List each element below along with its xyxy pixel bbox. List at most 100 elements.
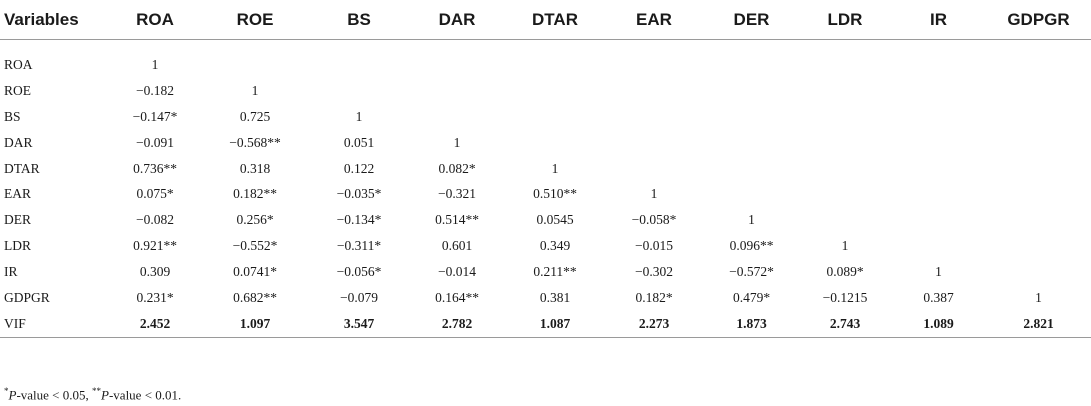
- table-cell: −0.015: [635, 238, 673, 254]
- row-label: DAR: [4, 134, 33, 150]
- table-cell: [891, 130, 986, 156]
- table-cell: −0.079: [340, 289, 378, 305]
- table-cell: 0.182*: [635, 289, 673, 305]
- table-row: BS −0.147* 0.725 1: [0, 104, 1091, 130]
- header-roe: ROE: [200, 0, 310, 40]
- table-cell: 0.318: [239, 160, 271, 176]
- table-cell: 1: [453, 134, 461, 150]
- table-cell: [604, 52, 704, 78]
- row-label: LDR: [4, 238, 31, 254]
- table-cell: 1.089: [891, 310, 986, 338]
- table-cell: 1: [748, 212, 755, 228]
- table-cell: [891, 52, 986, 78]
- table-cell: −0.014: [438, 264, 476, 280]
- footnote-p-2: P: [101, 387, 109, 403]
- table-cell: [799, 181, 891, 207]
- header-der: DER: [704, 0, 799, 40]
- table-cell: [310, 78, 408, 104]
- table-cell: 1: [355, 108, 363, 124]
- row-label: DTAR: [4, 160, 40, 176]
- table-cell: −0.302: [635, 264, 673, 280]
- table-row: DTAR 0.736** 0.318 0.122 0.082* 1: [0, 156, 1091, 182]
- table-cell: −0.321: [438, 186, 476, 202]
- header-ldr: LDR: [799, 0, 891, 40]
- table-cell: −0.134*: [336, 212, 382, 228]
- table-cell: [891, 233, 986, 259]
- table-cell: [604, 104, 704, 130]
- row-label: BS: [4, 108, 21, 124]
- table-cell: 2.821: [986, 310, 1091, 338]
- table-cell: 0.0545: [536, 212, 574, 228]
- table-cell: 0.256*: [236, 212, 274, 228]
- row-label: DER: [4, 212, 31, 228]
- table-cell: 0.211**: [533, 264, 577, 280]
- table-cell: [604, 78, 704, 104]
- table-cell: 0.075*: [136, 186, 174, 202]
- table-cell: 0.089*: [826, 264, 864, 280]
- table-cell: [891, 78, 986, 104]
- table-cell: 1.087: [506, 310, 604, 338]
- footnote-mark-2: **: [92, 386, 102, 396]
- table-cell: 0.601: [441, 238, 473, 254]
- table-cell: −0.1215: [822, 289, 868, 305]
- table-cell: 2.782: [408, 310, 506, 338]
- table-cell: [799, 104, 891, 130]
- table-cell: [799, 156, 891, 182]
- footnote-text-2: -value < 0.01.: [108, 387, 182, 403]
- header-ir: IR: [891, 0, 986, 40]
- table-cell: −0.182: [136, 82, 174, 98]
- table-cell: 0.381: [539, 289, 571, 305]
- table-cell: 0.921**: [133, 238, 177, 254]
- table-cell: −0.091: [136, 134, 174, 150]
- table-cell: [506, 78, 604, 104]
- table-row: ROE −0.182 1: [0, 78, 1091, 104]
- table-body: ROA 1 ROE −0.182 1 BS −0.147* 0.725 1 DAR −0.091 −0…: [0, 40, 1091, 338]
- table-cell: [891, 207, 986, 233]
- spacer-row: [0, 40, 1091, 53]
- table-cell: [986, 259, 1091, 285]
- table-cell: [310, 52, 408, 78]
- table-cell: 1: [841, 238, 849, 254]
- table-cell: −0.311*: [336, 238, 382, 254]
- table-cell: −0.572*: [729, 264, 774, 280]
- table-cell: −0.552*: [232, 238, 278, 254]
- table-cell: 3.547: [310, 310, 408, 338]
- table-cell: 0.514**: [435, 212, 479, 228]
- table-cell: 0.309: [139, 264, 171, 280]
- row-label: EAR: [4, 186, 31, 202]
- table-cell: [408, 104, 506, 130]
- row-label: ROE: [4, 82, 31, 98]
- table-row: IR 0.309 0.0741* −0.056* −0.014 0.211** −0.302…: [0, 259, 1091, 285]
- table-row: DAR −0.091 −0.568** 0.051 1: [0, 130, 1091, 156]
- table-cell: 0.096**: [729, 238, 774, 254]
- table-cell: [986, 233, 1091, 259]
- footnote-p-1: P: [8, 387, 17, 403]
- table-cell: [704, 130, 799, 156]
- table-cell: [986, 52, 1091, 78]
- header-dtar: DTAR: [506, 0, 604, 40]
- table-row: LDR 0.921** −0.552* −0.311* 0.601 0.349 −0.015…: [0, 233, 1091, 259]
- table-cell: [704, 181, 799, 207]
- table-cell: 1: [251, 82, 259, 98]
- table-cell: −0.082: [136, 212, 174, 228]
- table-cell: [604, 130, 704, 156]
- footnote-text-1: -value < 0.05,: [16, 387, 93, 403]
- table-cell: 1.873: [704, 310, 799, 338]
- row-label: IR: [4, 264, 18, 280]
- table-cell: 0.051: [343, 134, 375, 150]
- table-row: EAR 0.075* 0.182** −0.035* −0.321 0.510** 1: [0, 181, 1091, 207]
- header-dar: DAR: [408, 0, 506, 40]
- table-cell: 0.0741*: [233, 264, 277, 280]
- table-cell: 1: [1035, 289, 1042, 305]
- table-cell: [604, 156, 704, 182]
- header-ear: EAR: [604, 0, 704, 40]
- table-cell: 1: [151, 56, 159, 72]
- table-cell: −0.058*: [631, 212, 677, 228]
- header-bs: BS: [310, 0, 408, 40]
- table-cell: [986, 207, 1091, 233]
- table-cell: [986, 156, 1091, 182]
- table-cell: [986, 181, 1091, 207]
- table-cell: −0.056*: [336, 264, 382, 280]
- table-cell: 1: [935, 264, 942, 280]
- table-cell: [704, 156, 799, 182]
